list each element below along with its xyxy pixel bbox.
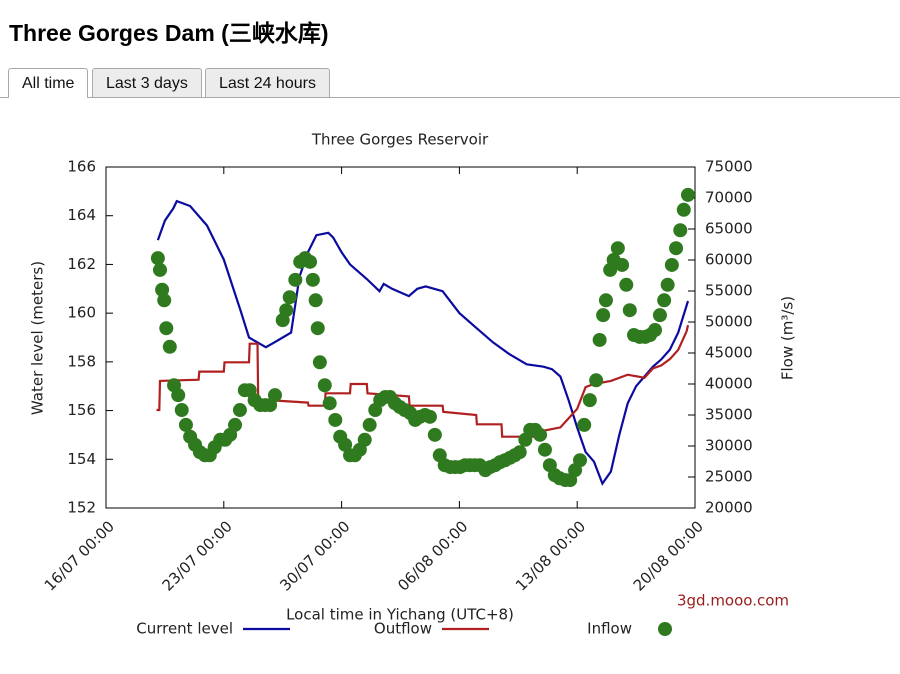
- plot-frame: [105, 166, 696, 509]
- y2-tick-label: 25000: [705, 468, 753, 486]
- inflow-dot: [338, 437, 353, 452]
- y-tick-label: 160: [67, 304, 96, 322]
- x-tick-label: 30/07 00:00: [276, 517, 353, 594]
- source-label: 3gd.mooo.com: [677, 592, 789, 610]
- inflow-dot: [322, 396, 337, 411]
- inflow-dot: [573, 453, 588, 468]
- inflow-dot: [282, 290, 297, 305]
- y-tick-label: 158: [67, 352, 96, 370]
- y-tick-label: 162: [67, 255, 96, 273]
- inflow-dot: [155, 282, 170, 297]
- y-tick-label: 156: [67, 401, 96, 419]
- x-tick-label: 06/08 00:00: [394, 517, 471, 594]
- legend-label: Inflow: [587, 620, 632, 638]
- inflow-dot: [288, 272, 303, 287]
- y2-tick-label: 20000: [705, 499, 753, 517]
- inflow-dot: [427, 427, 442, 442]
- inflow-dot: [174, 403, 189, 418]
- inflow-dot: [533, 427, 548, 442]
- y-tick-label: 154: [67, 450, 96, 468]
- inflow-dot: [310, 321, 325, 336]
- inflow-dot: [362, 417, 377, 432]
- page-title: Three Gorges Dam (三峡水库): [9, 20, 329, 46]
- inflow-dot: [615, 257, 630, 272]
- y2-tick-label: 50000: [705, 313, 753, 331]
- inflow-dot: [232, 403, 247, 418]
- inflow-dot: [308, 293, 323, 308]
- inflow-dot: [537, 442, 552, 457]
- x-tick-label: 23/07 00:00: [159, 517, 236, 594]
- inflow-dot: [305, 272, 320, 287]
- inflow-dot: [622, 303, 637, 318]
- inflow-dot: [159, 321, 174, 336]
- series-line: [156, 199, 690, 486]
- y-axis-label: Water level (meters): [29, 261, 47, 415]
- y2-tick-label: 65000: [705, 220, 753, 238]
- x-tick-label: 20/08 00:00: [630, 517, 707, 594]
- inflow-dot: [582, 393, 597, 408]
- inflow-dot: [178, 417, 193, 432]
- y2-tick-label: 30000: [705, 437, 753, 455]
- y-tick-label: 166: [67, 158, 96, 176]
- inflow-dot: [592, 332, 607, 347]
- inflow-dot: [171, 388, 186, 403]
- inflow-dot: [157, 293, 172, 308]
- inflow-dot: [676, 202, 691, 217]
- inflow-dot: [328, 412, 343, 427]
- inflow-dot: [589, 373, 604, 388]
- y2-axis-label: Flow (m³/s): [779, 296, 797, 380]
- inflow-dot: [648, 323, 663, 338]
- inflow-dot: [422, 409, 437, 424]
- inflow-dot: [619, 277, 634, 292]
- inflow-dot: [357, 432, 372, 447]
- inflow-dot: [162, 339, 177, 354]
- y-tick-label: 152: [67, 499, 96, 517]
- inflow-dot: [150, 251, 165, 266]
- inflow-dot: [657, 293, 672, 308]
- inflow-dot: [598, 293, 613, 308]
- tab-bar: All time Last 3 days Last 24 hours: [0, 68, 900, 98]
- y2-tick-label: 70000: [705, 189, 753, 207]
- legend-swatch: [658, 622, 672, 636]
- x-tick-label: 16/07 00:00: [41, 517, 118, 594]
- y-tick-label: 164: [67, 206, 96, 224]
- chart-title: Three Gorges Reservoir: [311, 131, 489, 149]
- y2-tick-label: 60000: [705, 251, 753, 269]
- inflow-dot: [279, 303, 294, 318]
- inflow-dot: [610, 241, 625, 256]
- inflow-dot: [312, 355, 327, 370]
- y2-tick-label: 55000: [705, 282, 753, 300]
- inflow-dot: [680, 187, 695, 202]
- y2-tick-label: 35000: [705, 406, 753, 424]
- tab[interactable]: Last 3 days: [92, 68, 202, 97]
- x-tick-label: 13/08 00:00: [512, 517, 589, 594]
- x-axis-label: Local time in Yichang (UTC+8): [286, 606, 514, 624]
- inflow-dot: [652, 308, 667, 323]
- inflow-dot: [267, 388, 282, 403]
- inflow-dot: [669, 241, 684, 256]
- tab[interactable]: Last 24 hours: [205, 68, 330, 97]
- legend-label: Current level: [136, 620, 233, 638]
- tab[interactable]: All time: [8, 68, 89, 98]
- inflow-dot: [660, 277, 675, 292]
- y2-tick-label: 40000: [705, 375, 753, 393]
- inflow-dot: [596, 308, 611, 323]
- inflow-dot: [152, 262, 167, 277]
- inflow-dot: [673, 223, 688, 238]
- y2-tick-label: 75000: [705, 158, 753, 176]
- inflow-dot: [512, 445, 527, 460]
- inflow-dot: [303, 254, 318, 269]
- inflow-dot: [577, 417, 592, 432]
- inflow-dot: [228, 417, 243, 432]
- inflow-dot: [317, 378, 332, 393]
- inflow-dot: [664, 257, 679, 272]
- legend-label: Outflow: [374, 620, 432, 638]
- chart: Three Gorges Reservoir Local time in Yic…: [29, 131, 797, 638]
- series-line: [156, 324, 690, 438]
- y2-tick-label: 45000: [705, 344, 753, 362]
